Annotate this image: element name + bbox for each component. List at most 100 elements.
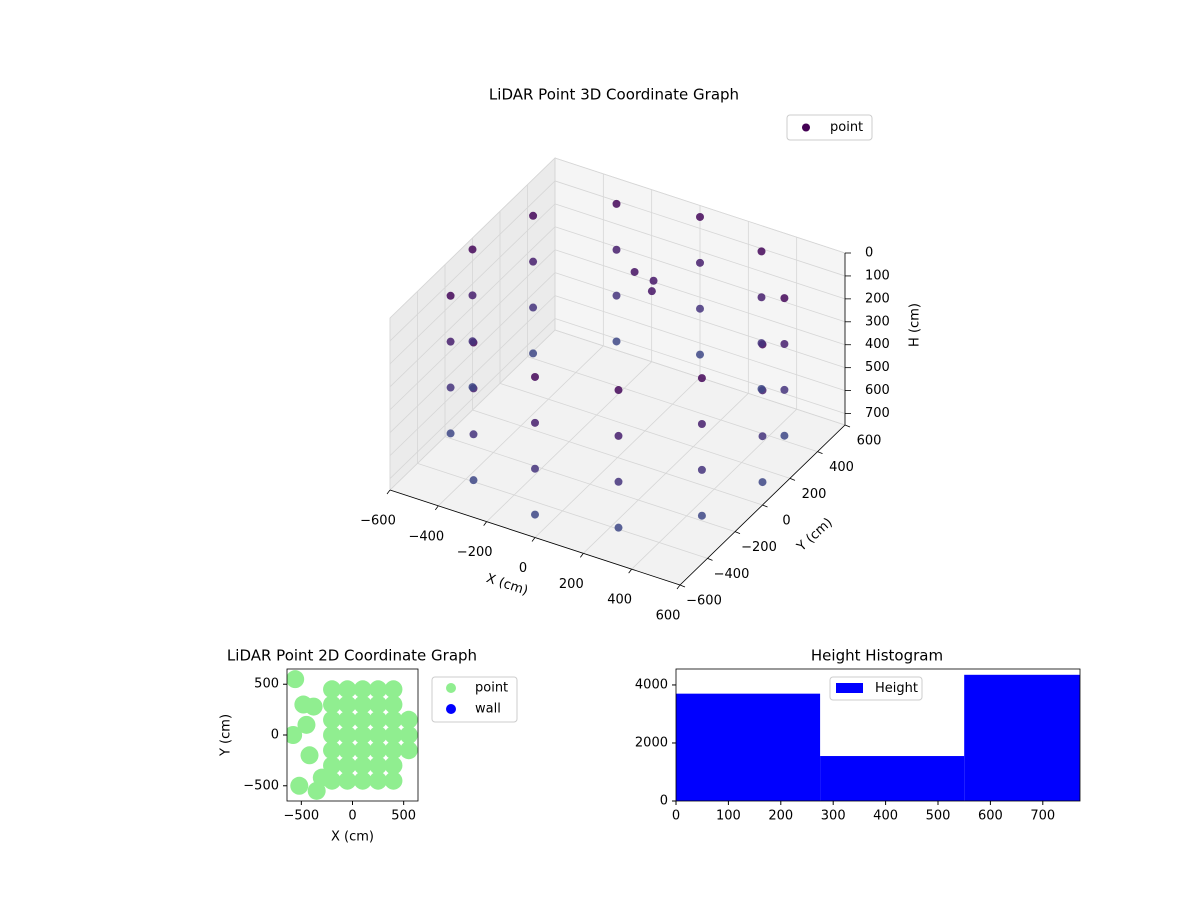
x-tick-label: 500 [926, 809, 951, 824]
y-tick-label: −200 [741, 540, 777, 555]
data-point [647, 287, 656, 296]
tick-mark [817, 451, 823, 455]
data-point [300, 746, 319, 765]
data-point [384, 756, 403, 775]
grid-line [554, 272, 846, 369]
x-tick-label: 400 [873, 809, 898, 824]
data-point [353, 741, 372, 760]
data-point [531, 418, 539, 427]
tick-mark [531, 537, 536, 542]
data-point [612, 245, 621, 254]
x-tick-label: 600 [978, 809, 1003, 824]
data-point [323, 756, 342, 775]
data-point [384, 741, 403, 760]
data-point [399, 726, 418, 744]
data-point [384, 680, 403, 699]
data-point [780, 431, 789, 440]
data-point [630, 267, 639, 276]
tick-mark [483, 521, 487, 526]
legend-label: point [830, 120, 863, 135]
grid-line [527, 356, 818, 453]
x-tick-label: 300 [821, 809, 846, 824]
data-point [323, 741, 342, 760]
data-point [369, 756, 388, 775]
y-tick-label: −600 [686, 594, 722, 609]
data-point [469, 476, 478, 485]
x-tick-label: −400 [408, 529, 444, 544]
grid-line [554, 226, 846, 323]
data-point [531, 372, 539, 381]
y-tick-label: 200 [802, 487, 827, 502]
z-tick-label: 500 [865, 360, 890, 375]
z-axis-label: H (cm) [908, 303, 923, 347]
data-point [369, 726, 388, 744]
grid-line [417, 462, 708, 559]
data-point [614, 523, 623, 532]
legend-label: wall [475, 702, 501, 717]
z-tick-label: 100 [865, 268, 890, 283]
x-tick-label: 400 [607, 593, 632, 608]
data-point [696, 212, 704, 221]
legend-label: Height [875, 681, 918, 696]
data-point [446, 383, 455, 392]
data-point [529, 303, 538, 312]
y-tick-label: −400 [714, 567, 750, 582]
x-tick-label: 100 [716, 809, 741, 824]
tick-mark [789, 477, 796, 481]
legend-box [786, 114, 873, 141]
data-point [468, 383, 477, 392]
data-point [338, 756, 357, 775]
data-point [614, 431, 623, 440]
grid-line [389, 318, 556, 479]
grid-line [389, 295, 556, 456]
data-point [757, 339, 766, 348]
data-point [468, 337, 477, 346]
data-point [312, 768, 331, 787]
data-point [384, 726, 403, 744]
data-point [649, 276, 658, 285]
x-tick-label: −600 [360, 514, 396, 529]
y-tick-label: 400 [829, 460, 854, 475]
bar [676, 693, 821, 801]
data-point [353, 710, 372, 729]
y-tick-label: 0 [782, 514, 790, 529]
data-point [757, 384, 766, 393]
data-point [304, 697, 323, 716]
grid-line [554, 295, 846, 391]
data-point [758, 432, 767, 441]
legend-marker [802, 123, 810, 132]
tick-mark [679, 584, 686, 588]
data-point [338, 726, 357, 744]
x-tick-label: 700 [1030, 809, 1055, 824]
data-point [353, 695, 372, 714]
data-point [369, 741, 388, 760]
x-tick-label: 0 [519, 561, 527, 576]
grid-line [389, 272, 556, 433]
tick-mark [707, 557, 713, 561]
tick-mark [844, 424, 851, 428]
data-point [323, 680, 342, 699]
tick-mark [386, 489, 391, 495]
chart-title: LiDAR Point 3D Coordinate Graph [489, 86, 739, 104]
data-point [697, 465, 706, 474]
data-point [757, 293, 766, 302]
grid-line [389, 226, 556, 388]
data-point [353, 726, 372, 744]
data-point [399, 741, 418, 760]
grid-line [554, 203, 846, 300]
tick-mark [676, 584, 681, 590]
data-point [338, 680, 357, 699]
x-tick-label: 0 [672, 809, 680, 824]
data-point [697, 511, 706, 520]
grid-line [554, 157, 846, 254]
y-tick-label: 0 [271, 728, 279, 743]
data-point [384, 695, 403, 714]
data-point [529, 349, 538, 358]
z-tick-label: 700 [865, 406, 890, 421]
data-point [612, 199, 621, 208]
x-tick-label: 200 [768, 809, 793, 824]
tick-mark [734, 531, 741, 535]
data-point [780, 294, 789, 303]
data-point [612, 337, 621, 346]
data-point [290, 776, 309, 795]
